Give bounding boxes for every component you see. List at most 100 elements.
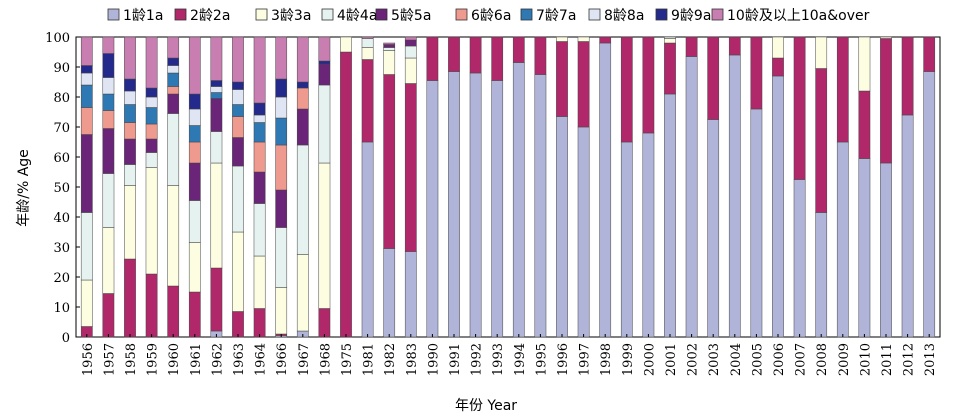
bar-segment (512, 36, 525, 63)
x-tick-label: 1997 (578, 343, 593, 376)
bar-segment (275, 144, 288, 191)
bar-segment (340, 51, 352, 338)
bar-segment (772, 75, 784, 338)
bar-segment (145, 96, 158, 108)
bar-segment (296, 144, 309, 255)
bar-segment (448, 71, 460, 338)
bar-segment (577, 36, 590, 42)
x-axis: 1956 1957 1958 1959 1960 1961 1962 1963 1964 1966… (81, 334, 938, 376)
x-axis-title: 年份 Year (455, 398, 517, 414)
bar-segment (275, 189, 288, 228)
bar-segment (253, 203, 266, 257)
bar-segment (534, 74, 547, 338)
x-tick-label: 2012 (902, 343, 917, 376)
bar-segment (232, 137, 244, 167)
bar-segment (232, 311, 244, 338)
bar-segment (296, 108, 309, 146)
bar-segment (232, 116, 244, 138)
bar-segment (145, 107, 158, 125)
bar-segment (80, 84, 93, 108)
x-tick-label: 1998 (599, 343, 614, 376)
x-tick-label: 1981 (362, 343, 377, 376)
bar-segment (124, 185, 136, 260)
bar-segment (80, 36, 93, 66)
x-tick-label: 2011 (880, 343, 895, 376)
bar-segment (685, 56, 698, 338)
plot-frame (75, 36, 941, 338)
x-tick-label: 1999 (621, 343, 636, 376)
bar-segment (772, 57, 784, 77)
bar-segment (469, 72, 482, 338)
bar-segment (512, 62, 525, 338)
bar-segment (145, 87, 158, 98)
x-tick-label: 2004 (729, 343, 744, 376)
bar-segment (167, 185, 180, 287)
bar-segment (793, 36, 806, 180)
bar-segment (599, 36, 612, 44)
bar-segment (210, 131, 223, 164)
bar-segment (210, 80, 223, 87)
bar-segment (253, 36, 266, 104)
x-tick-label: 1957 (102, 343, 117, 376)
bar-segment (383, 248, 396, 338)
bar-segment (210, 267, 223, 332)
bar-segment (404, 57, 417, 84)
bar-segment (80, 212, 93, 281)
bar-segment (664, 93, 676, 338)
bar-segment (124, 90, 136, 105)
y-tick-label: 10 (53, 301, 70, 316)
bar-segment (124, 36, 136, 80)
legend-swatch (321, 8, 334, 21)
bar-segment (102, 128, 115, 174)
bar-segment (167, 36, 180, 59)
x-tick-label: 2005 (750, 343, 765, 376)
y-tick-label: 70 (53, 121, 70, 136)
bar-segment (923, 36, 936, 72)
legend-swatch (520, 8, 533, 21)
bar-segment (296, 87, 309, 110)
bar-segment (577, 41, 590, 128)
bar-segment (750, 108, 763, 338)
bar-segment (923, 71, 936, 338)
bar-segment (815, 68, 828, 213)
bar-segment (275, 36, 288, 80)
legend-swatch (174, 8, 187, 21)
bar-segment (253, 102, 266, 116)
bar-segment (664, 42, 676, 95)
legend-swatch (255, 8, 268, 21)
x-tick-label: 2001 (664, 343, 679, 376)
bar-segment (318, 84, 331, 164)
legend-swatch (588, 8, 601, 21)
bar-segment (145, 138, 158, 153)
bar-segment (210, 98, 223, 132)
legend-swatch (655, 8, 668, 21)
y-tick-label: 80 (53, 91, 70, 106)
bar-segment (232, 89, 244, 105)
bar-segment (167, 285, 180, 338)
bar-segment (188, 125, 201, 143)
x-tick-label: 1982 (383, 343, 398, 376)
bar-segment (858, 36, 871, 92)
y-tick-label: 20 (53, 271, 70, 286)
bar-segment (124, 258, 136, 338)
bar-segment (102, 77, 115, 95)
bar-segment (167, 65, 180, 74)
x-tick-label: 2002 (686, 343, 701, 376)
bar-segment (275, 227, 288, 288)
x-tick-label: 2009 (837, 343, 852, 376)
y-tick-label: 0 (62, 331, 70, 346)
bar-segment (620, 141, 633, 338)
x-tick-label: 1990 (426, 343, 441, 376)
bar-segment (253, 141, 266, 173)
bar-segment (577, 126, 590, 338)
bar-segment (124, 164, 136, 186)
bar-segment (102, 36, 115, 54)
x-tick-label: 2013 (923, 343, 938, 376)
bar-segment (253, 122, 266, 143)
bar-segment (793, 179, 806, 338)
bar-segment (296, 81, 309, 89)
bar-segment (383, 44, 396, 48)
bar-segment (124, 104, 136, 123)
bar-segment (664, 38, 676, 44)
